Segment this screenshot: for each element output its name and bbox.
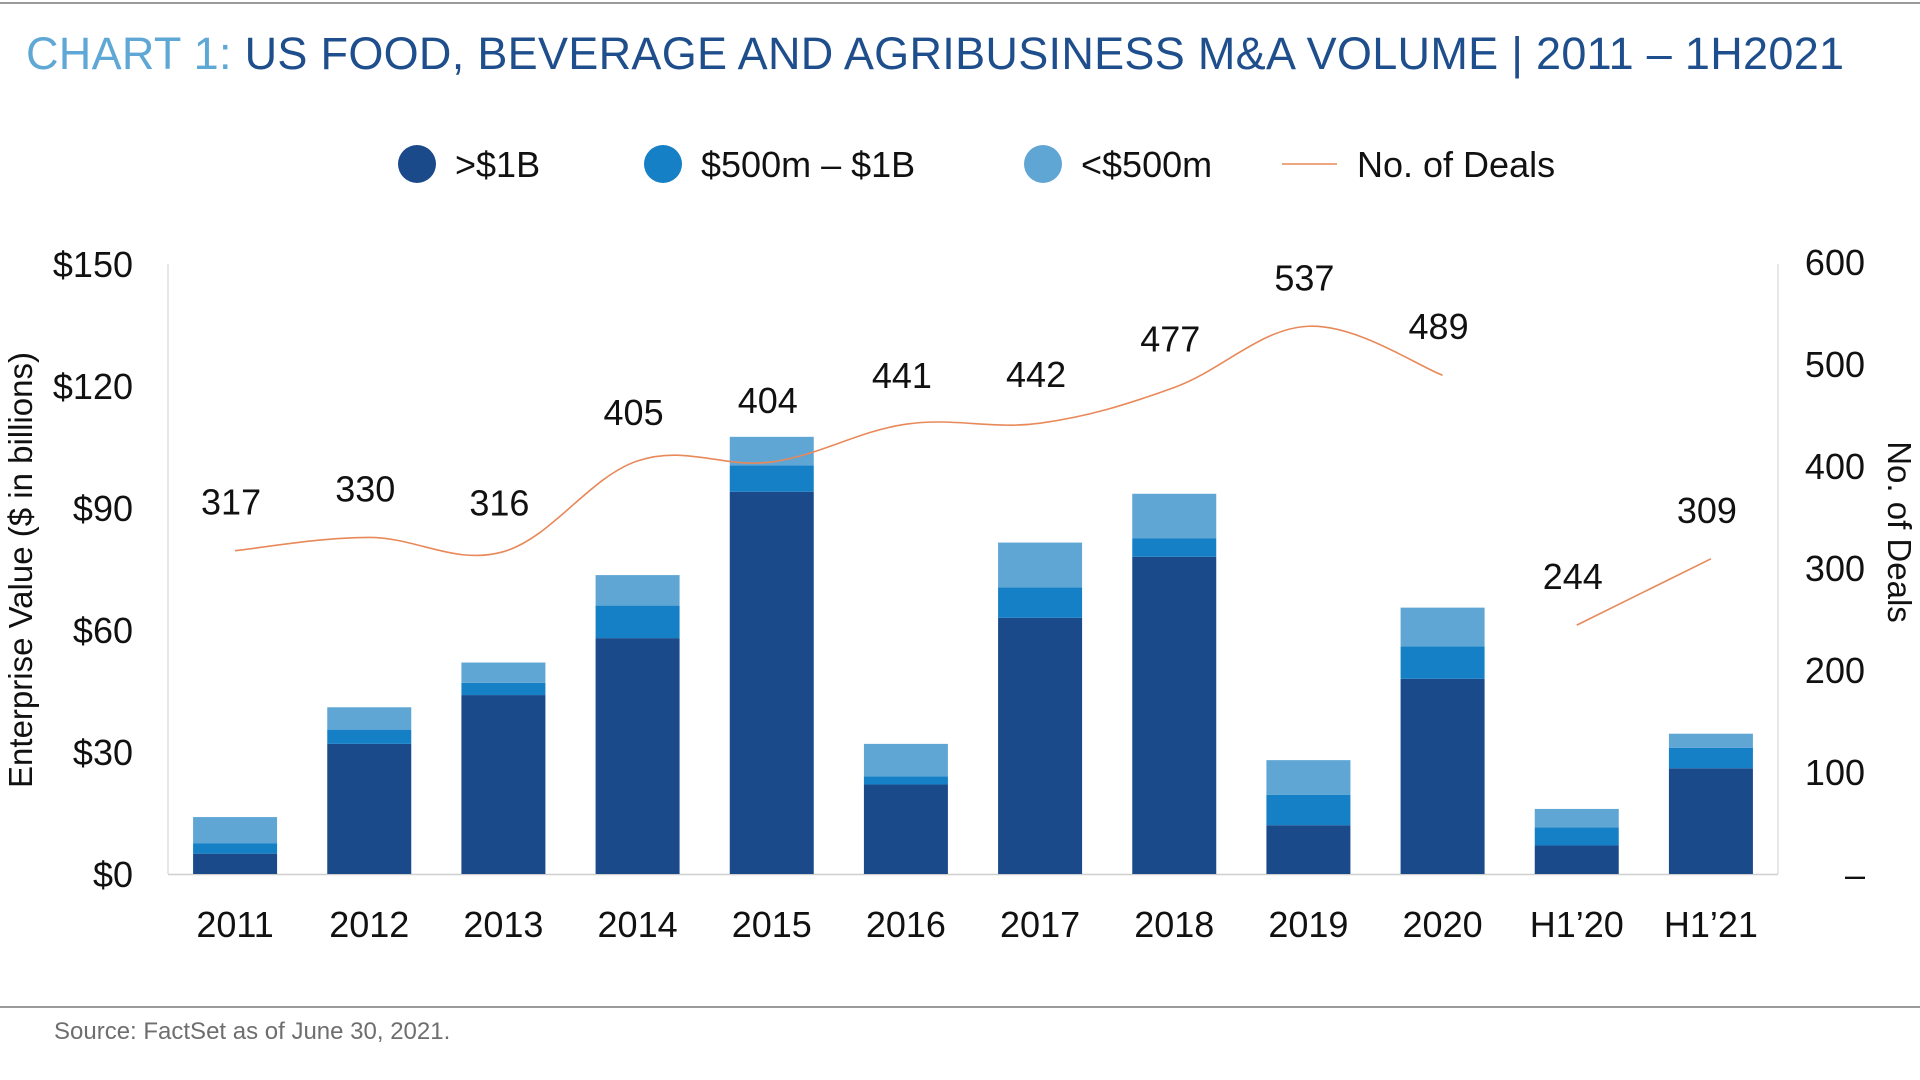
deal-count-label: 330 xyxy=(335,468,395,509)
bar-2018-series-2 xyxy=(1132,538,1217,557)
chart-title-prefix: CHART 1: xyxy=(26,28,232,79)
deals-line-segment-1 xyxy=(235,325,1443,557)
bar-2020-series-3 xyxy=(1400,607,1485,647)
bar-2019-series-1 xyxy=(1266,825,1351,874)
legend-marker-1 xyxy=(398,145,436,183)
x-tick-label: 2016 xyxy=(866,904,946,945)
bar-2020-series-1 xyxy=(1400,678,1485,874)
y-tick-label: $60 xyxy=(73,610,133,651)
x-tick-label: 2015 xyxy=(732,904,812,945)
deal-count-label: 442 xyxy=(1006,354,1066,395)
y-tick-label: $90 xyxy=(73,488,133,529)
bar-2015-series-2 xyxy=(729,465,814,492)
bar-2012-series-1 xyxy=(327,743,412,874)
legend-label-deals: No. of Deals xyxy=(1357,144,1555,185)
y2-tick-label: 300 xyxy=(1805,548,1865,589)
y2-axis-title: No. of Deals xyxy=(1881,441,1918,623)
x-tick-label: 2019 xyxy=(1268,904,1348,945)
bar-2012-series-3 xyxy=(327,707,412,730)
x-tick-label: H1’21 xyxy=(1664,904,1758,945)
chart-svg: >$1B $500m – $1B <$500m No. of Deals $0 $30 $6… xyxy=(2,144,1918,945)
y-tick-label: $120 xyxy=(53,366,133,407)
deal-count-label: 244 xyxy=(1543,556,1603,597)
y2-tick-label: 600 xyxy=(1805,242,1865,283)
deal-count-label: 537 xyxy=(1274,257,1334,298)
bar-2017-series-2 xyxy=(998,587,1083,618)
bar-2014-series-3 xyxy=(595,575,680,606)
bar-H121-series-2 xyxy=(1668,747,1753,769)
legend-marker-2 xyxy=(644,145,682,183)
deal-count-label: 405 xyxy=(604,392,664,433)
bar-2015-series-3 xyxy=(729,436,814,466)
bar-2017-series-3 xyxy=(998,542,1083,588)
deal-count-label: 489 xyxy=(1409,306,1469,347)
x-tick-label: 2012 xyxy=(329,904,409,945)
x-tick-label: 2013 xyxy=(463,904,543,945)
bar-2011-series-3 xyxy=(193,817,278,844)
bar-2014-series-1 xyxy=(595,638,680,874)
deal-count-label: 309 xyxy=(1677,490,1737,531)
y2-tick-label: 400 xyxy=(1805,446,1865,487)
bar-2019-series-2 xyxy=(1266,794,1351,826)
bar-H120-series-2 xyxy=(1534,827,1619,846)
bar-2015-series-1 xyxy=(729,491,814,874)
bar-2013-series-1 xyxy=(461,695,546,874)
y2-tick-label: – xyxy=(1845,854,1865,895)
bottom-rule xyxy=(0,1006,1920,1008)
bar-2018-series-1 xyxy=(1132,556,1217,874)
bar-H120-series-1 xyxy=(1534,845,1619,874)
bar-H121-series-3 xyxy=(1668,733,1753,748)
deal-count-label: 404 xyxy=(738,380,798,421)
bar-2016-series-1 xyxy=(863,784,948,874)
y2-tick-label: 500 xyxy=(1805,344,1865,385)
deal-count-label: 317 xyxy=(201,482,261,523)
bar-2011-series-1 xyxy=(193,853,278,874)
source-note: Source: FactSet as of June 30, 2021. xyxy=(54,1018,451,1045)
bar-2013-series-2 xyxy=(461,682,546,696)
y2-tick-label: 200 xyxy=(1805,650,1865,691)
x-tick-label: 2014 xyxy=(598,904,678,945)
bar-2011-series-2 xyxy=(193,843,278,854)
x-tick-label: 2017 xyxy=(1000,904,1080,945)
deal-count-label: 441 xyxy=(872,355,932,396)
y2-tick-label: 100 xyxy=(1805,752,1865,793)
deal-count-label: 316 xyxy=(469,483,529,524)
y-tick-label: $150 xyxy=(53,244,133,285)
y-axis-title: Enterprise Value ($ in billions) xyxy=(2,352,39,788)
x-tick-label: H1’20 xyxy=(1530,904,1624,945)
x-tick-label: 2020 xyxy=(1403,904,1483,945)
bar-2019-series-3 xyxy=(1266,760,1351,795)
deals-line-segment-2 xyxy=(1576,558,1712,626)
chart-title: CHART 1: US FOOD, BEVERAGE AND AGRIBUSIN… xyxy=(26,28,1844,80)
legend-label-3: <$500m xyxy=(1081,144,1212,185)
bar-2012-series-2 xyxy=(327,729,412,744)
bar-2020-series-2 xyxy=(1400,646,1485,679)
deal-count-label: 477 xyxy=(1140,318,1200,359)
y-tick-label: $30 xyxy=(73,732,133,773)
legend-label-2: $500m – $1B xyxy=(701,144,915,185)
bar-2018-series-3 xyxy=(1132,493,1217,539)
bar-2014-series-2 xyxy=(595,605,680,639)
bar-2017-series-1 xyxy=(998,617,1083,874)
x-tick-label: 2018 xyxy=(1134,904,1214,945)
bar-2013-series-3 xyxy=(461,662,546,683)
x-tick-label: 2011 xyxy=(196,904,273,945)
top-rule xyxy=(0,2,1920,4)
bar-2016-series-2 xyxy=(863,776,948,785)
y-tick-label: $0 xyxy=(93,854,133,895)
legend-label-1: >$1B xyxy=(455,144,540,185)
bar-2016-series-3 xyxy=(863,743,948,777)
chart-title-main: US FOOD, BEVERAGE AND AGRIBUSINESS M&A V… xyxy=(244,28,1845,79)
legend-marker-3 xyxy=(1024,145,1062,183)
bar-H121-series-1 xyxy=(1668,768,1753,874)
bar-H120-series-3 xyxy=(1534,808,1619,828)
